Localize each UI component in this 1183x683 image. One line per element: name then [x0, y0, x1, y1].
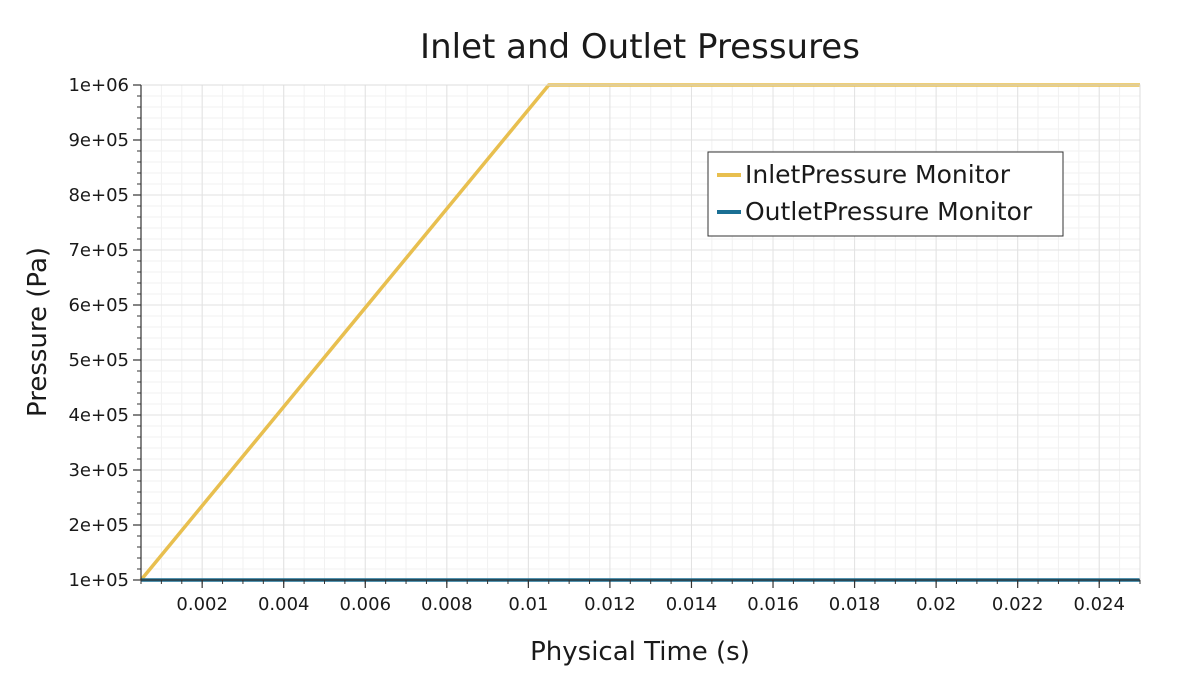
legend: InletPressure Monitor OutletPressure Mon…: [707, 151, 1064, 237]
y-tick-label: 2e+05: [68, 515, 129, 536]
y-tick-label: 3e+05: [68, 460, 129, 481]
y-tick-label: 4e+05: [68, 405, 129, 426]
x-tick-label: 0.016: [747, 594, 799, 615]
legend-label-outlet: OutletPressure Monitor: [745, 197, 1033, 226]
legend-box: [707, 151, 1064, 237]
legend-label-inlet: InletPressure Monitor: [745, 160, 1011, 189]
x-tick-label: 0.024: [1073, 594, 1125, 615]
x-tick-label: 0.002: [176, 594, 228, 615]
y-tick-label: 9e+05: [68, 130, 129, 151]
y-tick-label: 1e+06: [68, 75, 129, 96]
y-tick-label: 6e+05: [68, 295, 129, 316]
y-tick-label: 1e+05: [68, 570, 129, 591]
y-tick-label: 5e+05: [68, 350, 129, 371]
x-tick-label: 0.018: [829, 594, 881, 615]
x-tick-label: 0.004: [258, 594, 310, 615]
x-tick-label: 0.006: [339, 594, 391, 615]
x-tick-label: 0.012: [584, 594, 636, 615]
x-tick-label: 0.014: [666, 594, 718, 615]
y-tick-label: 8e+05: [68, 185, 129, 206]
x-tick-label: 0.02: [916, 594, 956, 615]
x-tick-label: 0.01: [508, 594, 548, 615]
x-tick-label: 0.008: [421, 594, 473, 615]
axes-layer: [140, 84, 1141, 581]
y-tick-label: 7e+05: [68, 240, 129, 261]
y-axis-label: Pressure (Pa): [23, 247, 53, 417]
ticks-layer: 0.002 0.004 0.006 0.008 0.01 0.012 0.014 0.016 0…: [68, 75, 1141, 615]
x-axis-label: Physical Time (s): [530, 637, 750, 667]
x-tick-label: 0.022: [992, 594, 1044, 615]
chart-title: Inlet and Outlet Pressures: [420, 27, 860, 67]
